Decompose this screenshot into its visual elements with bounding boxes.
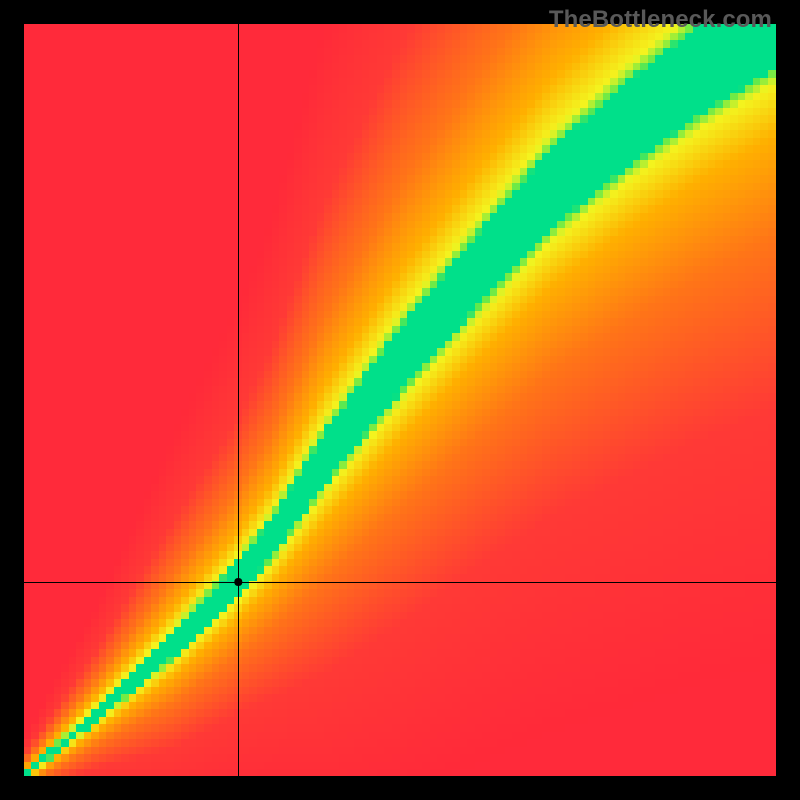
bottleneck-heatmap — [0, 0, 800, 800]
watermark-text: TheBottleneck.com — [549, 6, 772, 34]
